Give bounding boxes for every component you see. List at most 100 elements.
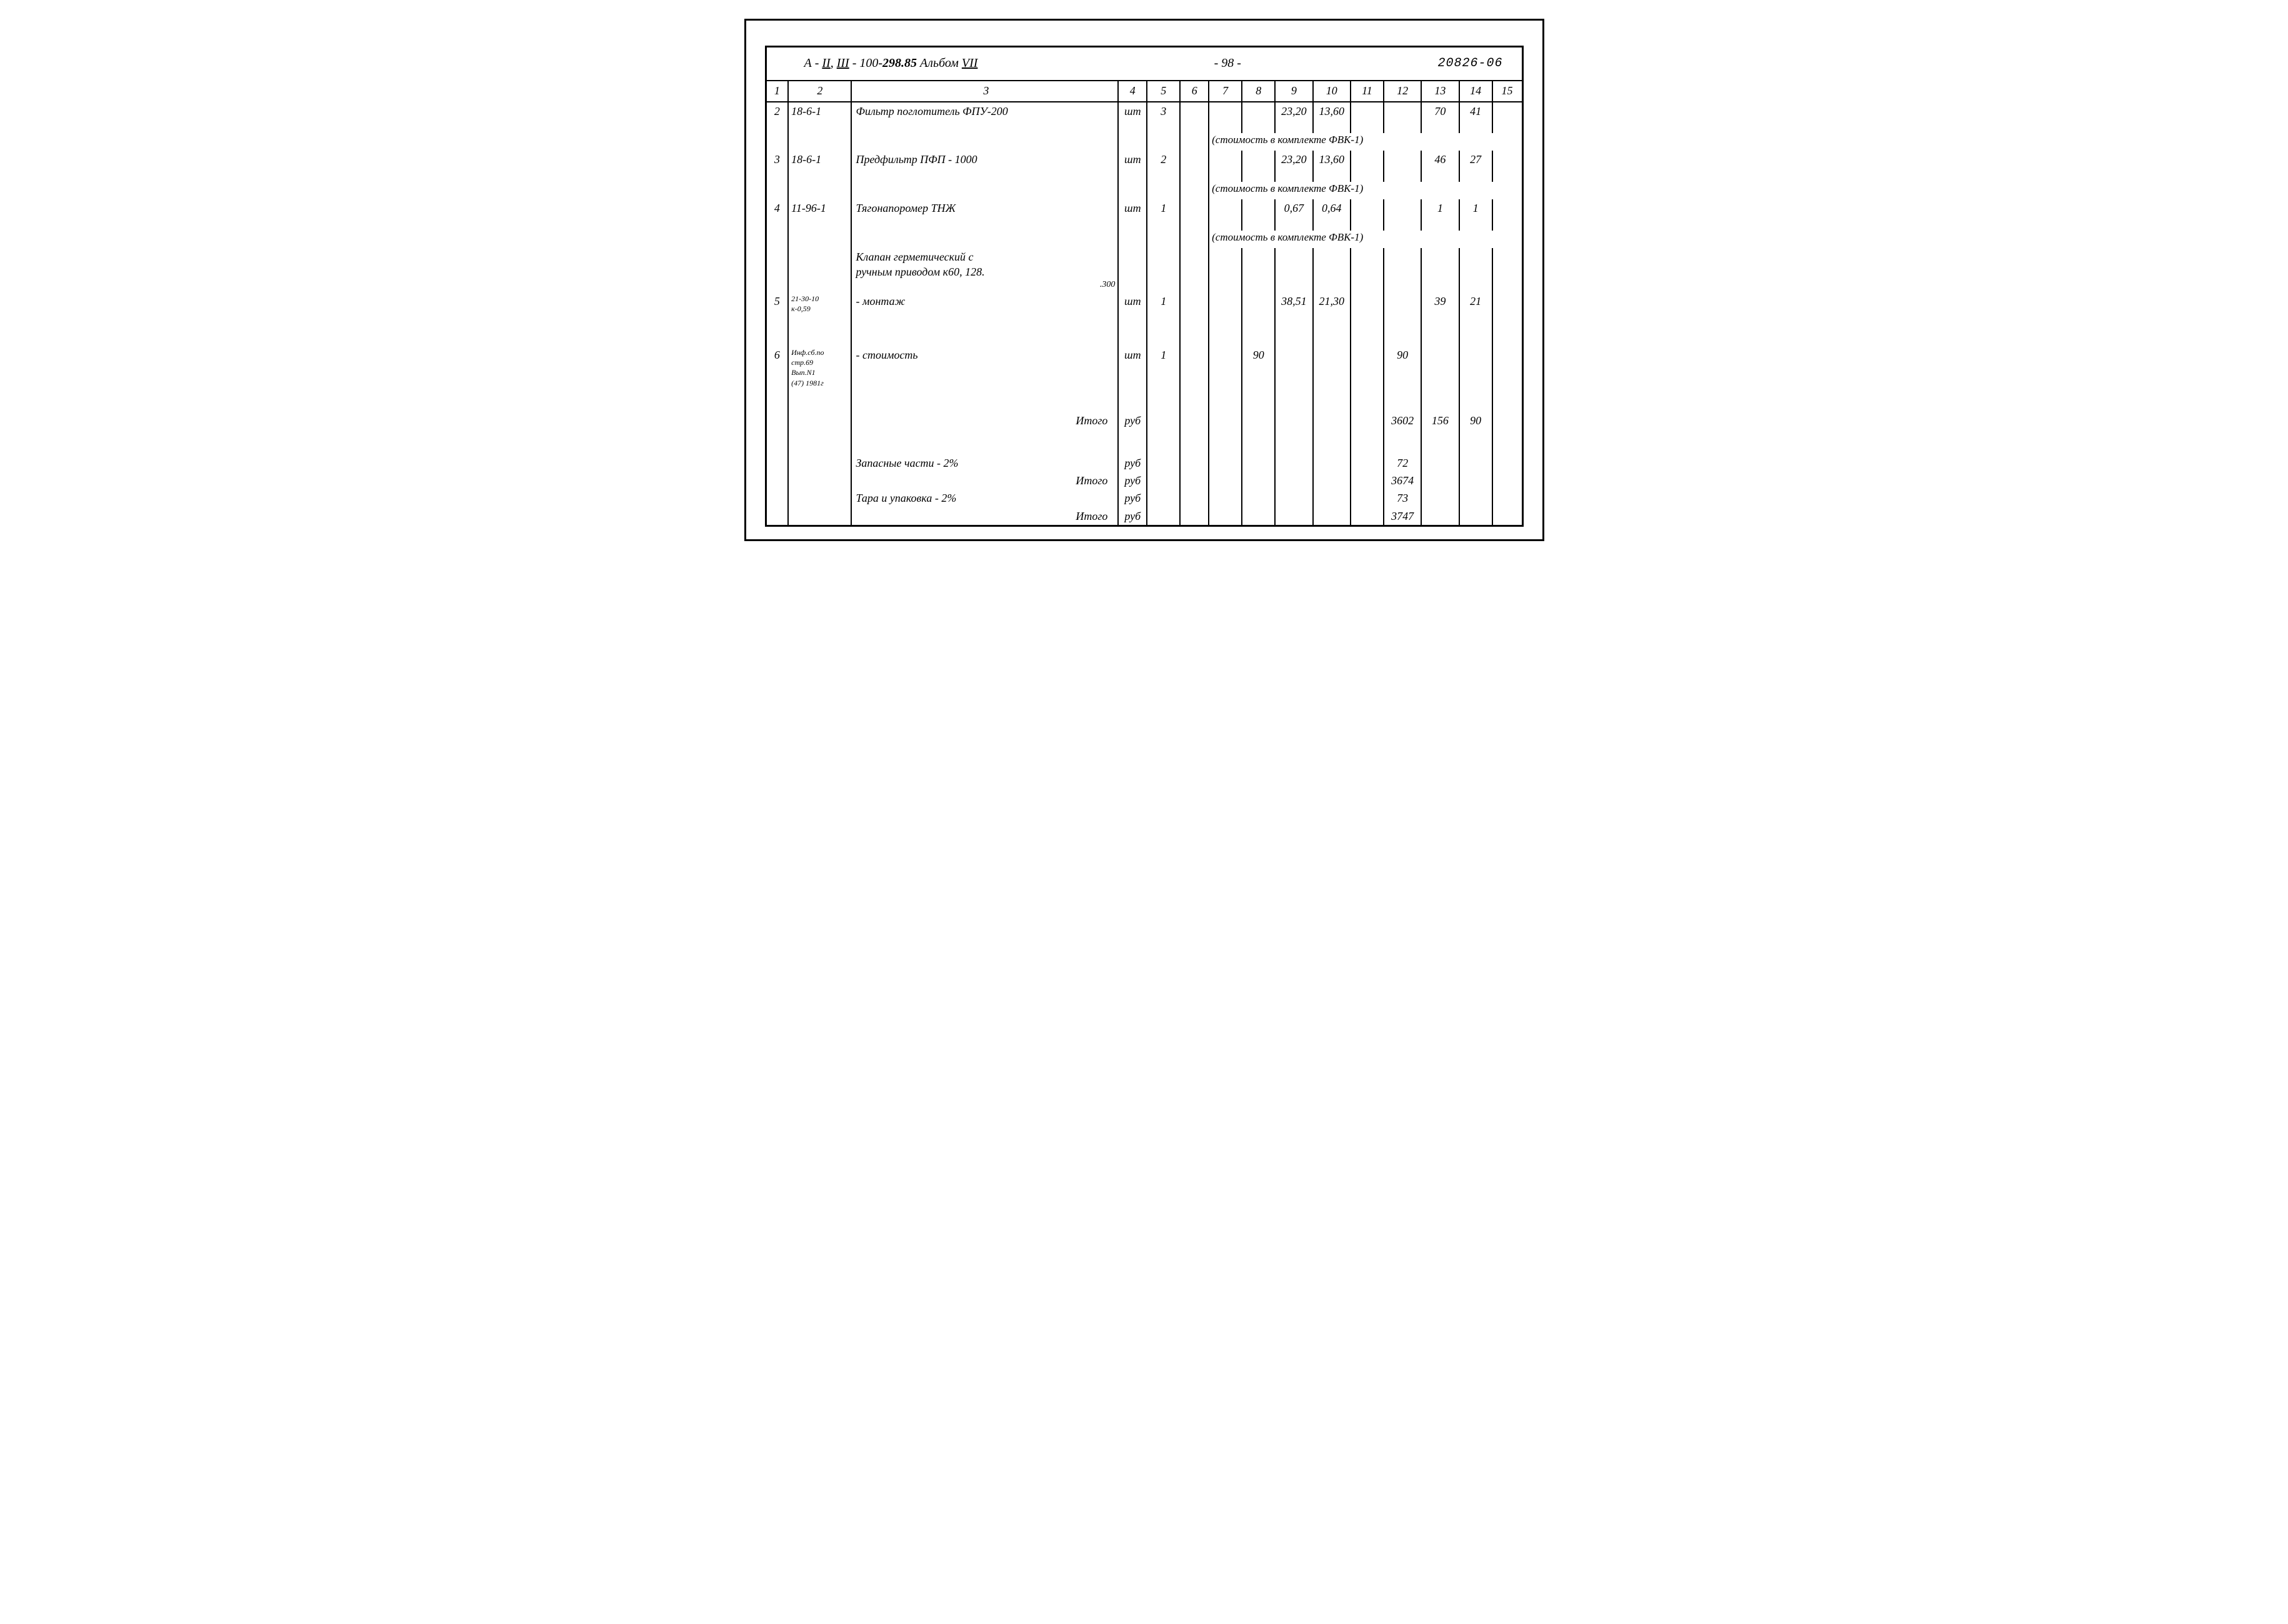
c4 [1118, 182, 1147, 199]
item-qty: 1 [1147, 292, 1180, 324]
c5 [1147, 454, 1180, 472]
empty-c9 [1275, 389, 1312, 401]
c8 [1242, 412, 1275, 443]
item-qty: 2 [1147, 151, 1180, 182]
doc-number: 20826-06 [1275, 47, 1522, 81]
c6 [1180, 102, 1209, 133]
c11 [1351, 489, 1384, 507]
pre-desc-row: Клапан герметический сручным приводом к6… [766, 248, 1522, 292]
c3 [851, 182, 1118, 199]
c7 [1209, 507, 1242, 526]
c7 [1209, 102, 1242, 133]
total-c12: 3747 [1384, 507, 1421, 526]
c8 [1242, 472, 1275, 489]
total-c13 [1421, 454, 1459, 472]
empty-c5 [1147, 324, 1180, 335]
total-unit: руб [1118, 412, 1147, 443]
c13 [1421, 248, 1459, 292]
total-row: Запасные части - 2%руб72 [766, 454, 1522, 472]
spacer-row [766, 335, 1522, 346]
empty-c4 [1118, 389, 1147, 401]
c1 [766, 412, 788, 443]
item-qty: 1 [1147, 199, 1180, 231]
item-code: Инф.сб.постр.69Вып.N1(47) 1981г [788, 346, 851, 389]
col-13: 13 [1421, 81, 1459, 102]
c15 [1492, 346, 1522, 389]
empty-c13 [1421, 335, 1459, 346]
c10: 13,60 [1313, 102, 1351, 133]
c6 [1180, 151, 1209, 182]
total-c14 [1459, 489, 1492, 507]
note-row: (стоимость в комплекте ФВК-1) [766, 231, 1522, 248]
empty-c12 [1384, 324, 1421, 335]
c2 [788, 489, 851, 507]
empty-c2 [788, 443, 851, 454]
spacer-row [766, 324, 1522, 335]
col-1: 1 [766, 81, 788, 102]
c14: 1 [1459, 199, 1492, 231]
empty-c7 [1209, 401, 1242, 412]
title-row: А - II, III - 100-298.85 Альбом VII - 98… [766, 47, 1522, 81]
empty-c1 [766, 324, 788, 335]
c10: 0,64 [1313, 199, 1351, 231]
c9 [1275, 346, 1312, 389]
empty-c11 [1351, 443, 1384, 454]
c4 [1118, 248, 1147, 292]
c14: 21 [1459, 292, 1492, 324]
empty-c4 [1118, 401, 1147, 412]
empty-c15 [1492, 389, 1522, 401]
note-text: (стоимость в комплекте ФВК-1) [1209, 133, 1522, 151]
empty-c12 [1384, 389, 1421, 401]
c8 [1242, 102, 1275, 133]
c5 [1147, 472, 1180, 489]
item-qty: 3 [1147, 102, 1180, 133]
total-desc: Итого [851, 412, 1118, 443]
total-c12: 3602 [1384, 412, 1421, 443]
empty-c8 [1242, 401, 1275, 412]
c1 [766, 454, 788, 472]
total-c13 [1421, 472, 1459, 489]
item-number: 4 [766, 199, 788, 231]
c7 [1209, 472, 1242, 489]
note-text: (стоимость в комплекте ФВК-1) [1209, 231, 1522, 248]
col-14: 14 [1459, 81, 1492, 102]
empty-c1 [766, 443, 788, 454]
empty-c9 [1275, 401, 1312, 412]
c14: 41 [1459, 102, 1492, 133]
item-desc: Тягонапоромер ТНЖ [851, 199, 1118, 231]
c8 [1242, 199, 1275, 231]
c11 [1351, 199, 1384, 231]
total-row: Итогоруб3674 [766, 472, 1522, 489]
empty-c9 [1275, 443, 1312, 454]
document-frame: А - II, III - 100-298.85 Альбом VII - 98… [744, 19, 1544, 541]
item-row: 218-6-1Фильтр поглотитель ФПУ-200шт323,2… [766, 102, 1522, 133]
c9 [1275, 454, 1312, 472]
empty-c10 [1313, 324, 1351, 335]
c9: 23,20 [1275, 151, 1312, 182]
c8 [1242, 151, 1275, 182]
empty-c7 [1209, 335, 1242, 346]
empty-c9 [1275, 324, 1312, 335]
empty-c11 [1351, 324, 1384, 335]
empty-c3 [851, 335, 1118, 346]
empty-c3 [851, 443, 1118, 454]
empty-c14 [1459, 443, 1492, 454]
c7 [1209, 346, 1242, 389]
c5 [1147, 507, 1180, 526]
item-row: 6Инф.сб.постр.69Вып.N1(47) 1981г- стоимо… [766, 346, 1522, 389]
c6 [1180, 472, 1209, 489]
empty-c8 [1242, 389, 1275, 401]
col-3: 3 [851, 81, 1118, 102]
c15 [1492, 292, 1522, 324]
total-unit: руб [1118, 454, 1147, 472]
c10 [1313, 346, 1351, 389]
col-5: 5 [1147, 81, 1180, 102]
c14: 27 [1459, 151, 1492, 182]
empty-c5 [1147, 401, 1180, 412]
page-number: - 98 - [1180, 47, 1275, 81]
c11 [1351, 472, 1384, 489]
empty-c14 [1459, 335, 1492, 346]
total-unit: руб [1118, 507, 1147, 526]
col-10: 10 [1313, 81, 1351, 102]
c1 [766, 472, 788, 489]
